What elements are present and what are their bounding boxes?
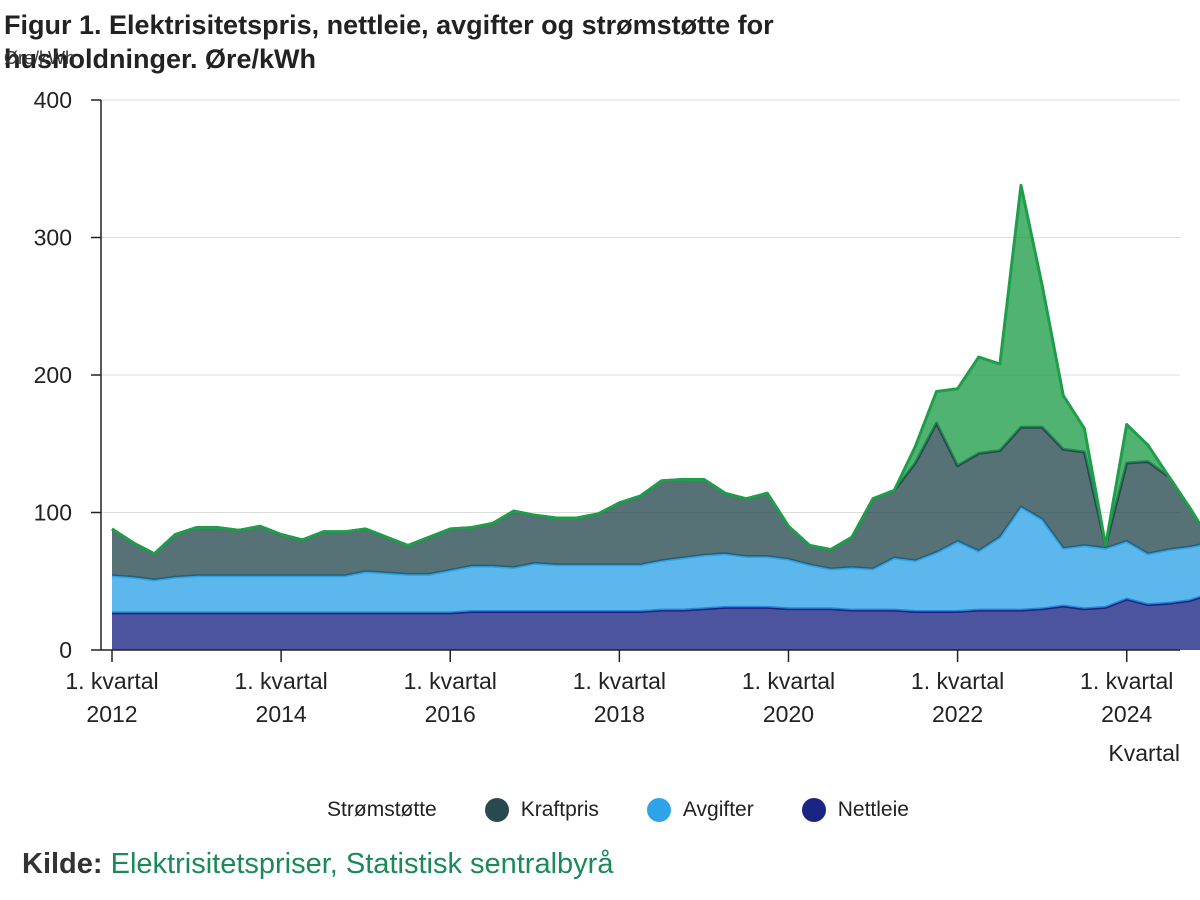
legend-item-stromstotte[interactable]: Strømstøtte [291,798,437,822]
source-label: Kilde: [22,848,103,880]
y-tick-label: 0 [59,637,72,663]
x-tick-label: 2022 [932,701,983,727]
x-tick-label: 2020 [763,701,814,727]
x-tick-label: 2014 [256,701,307,727]
legend-label-kraftpris: Kraftpris [520,798,599,821]
x-tick-label: 1. kvartal [573,668,666,694]
legend-label-nettleie: Nettleie [837,798,909,821]
legend-item-avgifter[interactable]: Avgifter [646,798,754,822]
legend-swatch-nettleie [801,798,826,822]
legend-swatch-kraftpris [484,798,509,822]
axes: 0 100 200 300 400 1. kvartal 2012 1. kvartal 201… [34,87,1180,727]
legend: Strømstøtte Kraftpris Avgifter Nettleie [0,798,1200,822]
area-stromstøtte [112,185,1200,554]
x-tick-label: 2024 [1101,701,1152,727]
y-tick-label: 100 [34,500,72,526]
source-link[interactable]: Elektrisitetspriser, Statistisk sentralb… [110,848,614,880]
y-tick-label: 300 [34,225,72,251]
legend-swatch-stromstotte [291,798,315,822]
area-chart: 0 100 200 300 400 1. kvartal 2012 1. kvartal 201… [34,87,1200,766]
x-tick-label: 1. kvartal [1080,668,1173,694]
y-tick-label: 400 [34,87,72,113]
x-tick-label: 1. kvartal [404,668,497,694]
area-nettleie [112,597,1200,650]
y-axis-unit: Øre/kWh [4,48,76,68]
x-tick-label: 1. kvartal [234,668,327,694]
legend-label-stromstotte: Strømstøtte [327,798,437,821]
source-line: Kilde: Elektrisitetspriser, Statistisk s… [22,848,613,881]
x-axis-label: Kvartal [1108,740,1180,766]
area-kraftpris [112,423,1200,580]
area-avgifter [112,507,1200,613]
x-tick-label: 1. kvartal [65,668,158,694]
chart-title: Figur 1. Elektrisitetspris, nettleie, av… [4,10,774,74]
x-tick-label: 2016 [425,701,476,727]
legend-swatch-avgifter [646,798,671,822]
legend-item-kraftpris[interactable]: Kraftpris [484,798,599,822]
line-stromstøtte [111,183,1200,556]
x-tick-label: 1. kvartal [911,668,1004,694]
stacked-areas [111,183,1200,650]
x-tick-label: 2012 [86,701,137,727]
legend-label-avgifter: Avgifter [682,798,754,821]
x-tick-label: 1. kvartal [742,668,835,694]
y-tick-label: 200 [34,362,72,388]
x-tick-label: 2018 [594,701,645,727]
legend-item-nettleie[interactable]: Nettleie [801,798,909,822]
